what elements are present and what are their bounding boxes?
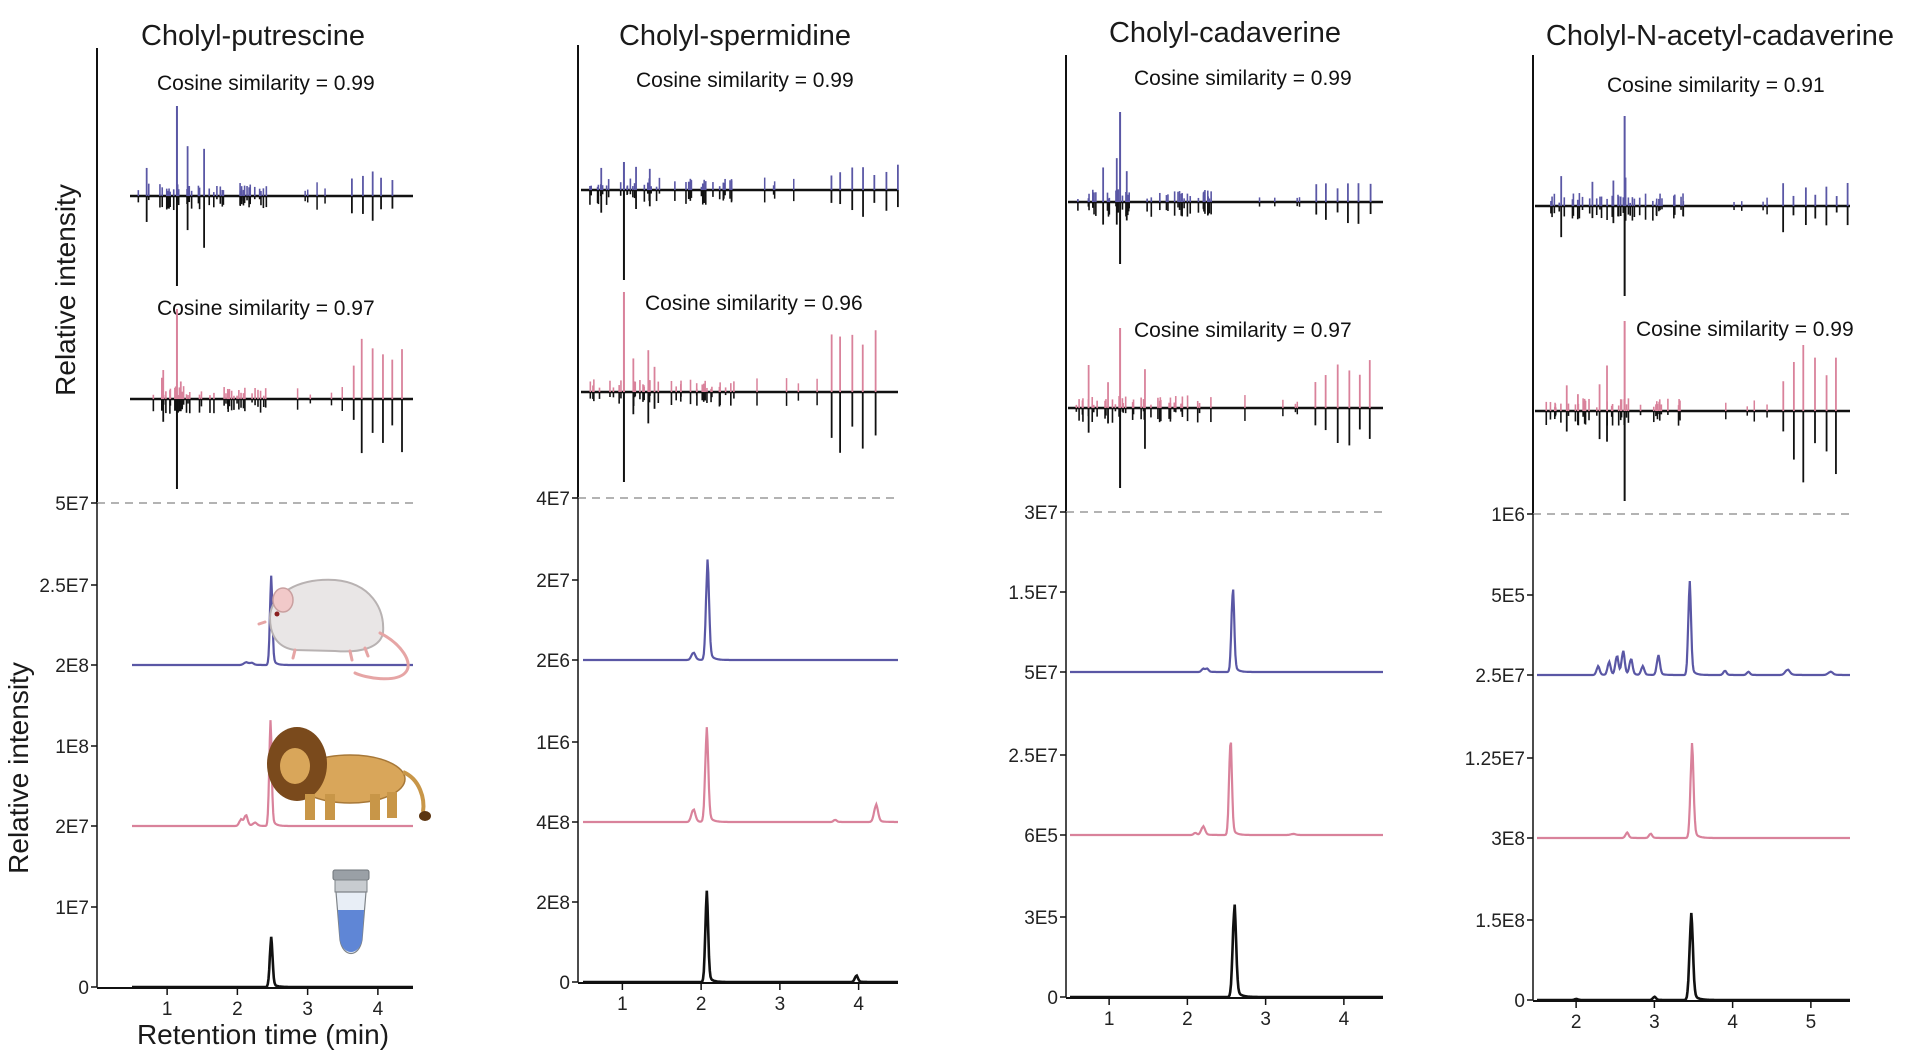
panel-3: Cholyl-cadaverine Cosine similarity = 0.9… <box>1008 17 1383 1030</box>
spectra-y-axis-title: Relative intensity <box>50 184 81 396</box>
x-tick-label: 2 <box>696 994 707 1015</box>
y-tick-label: 1.5E7 <box>1008 583 1058 604</box>
lion-icon <box>267 727 431 821</box>
x-tick-label: 4 <box>1339 1009 1350 1030</box>
y-tick-label: 4E7 <box>536 489 570 510</box>
panel-4: Cholyl-N-acetyl-cadaverine Cosine similar… <box>1465 20 1894 1033</box>
y-tick-label: 6E5 <box>1024 826 1058 847</box>
panel-title: Cholyl-spermidine <box>619 20 851 52</box>
y-tick-label: 2.5E7 <box>1008 746 1058 767</box>
y-tick-label: 4E8 <box>536 813 570 834</box>
chromatogram-y-axis-title: Relative intensity <box>3 662 34 874</box>
cosine-similarity-label: Cosine similarity = 0.99 <box>1636 318 1854 341</box>
panels: Cholyl-putrescine Cosine similarity = 0.9… <box>39 17 1894 1033</box>
tube-icon <box>332 869 370 955</box>
chromatogram-trace <box>1537 912 1850 1002</box>
y-tick-label: 3E7 <box>1024 503 1058 524</box>
cosine-similarity-label: Cosine similarity = 0.91 <box>1607 74 1825 97</box>
y-tick-label: 0 <box>559 973 570 994</box>
chromatogram-trace <box>1537 581 1850 677</box>
y-tick-label: 1.5E8 <box>1475 911 1525 932</box>
x-tick-label: 5 <box>1806 1012 1817 1033</box>
cosine-similarity-label: Cosine similarity = 0.99 <box>636 69 854 92</box>
y-tick-label: 3E5 <box>1024 908 1058 929</box>
chromatogram-trace <box>583 559 898 662</box>
y-tick-label: 2.5E7 <box>1475 666 1525 687</box>
panel-title: Cholyl-N-acetyl-cadaverine <box>1546 20 1894 52</box>
x-tick-label: 3 <box>1649 1012 1660 1033</box>
chromatogram-trace <box>132 720 413 828</box>
y-tick-label: 2E8 <box>55 656 89 677</box>
y-tick-label: 2E7 <box>55 817 89 838</box>
cosine-similarity-label: Cosine similarity = 0.99 <box>157 72 375 95</box>
x-tick-label: 4 <box>373 999 384 1020</box>
chromatogram-trace <box>1537 743 1850 840</box>
x-tick-label: 3 <box>775 994 786 1015</box>
x-tick-label: 4 <box>853 994 864 1015</box>
y-tick-label: 5E5 <box>1491 586 1525 607</box>
panel-title: Cholyl-cadaverine <box>1109 17 1341 49</box>
chromatogram-trace <box>1070 904 1383 999</box>
chromatogram-trace <box>1070 589 1383 674</box>
panel-2: Cholyl-spermidine Cosine similarity = 0.9… <box>536 20 899 1015</box>
y-tick-label: 2.5E7 <box>39 576 89 597</box>
y-tick-label: 1E6 <box>1491 505 1525 526</box>
y-tick-label: 1E7 <box>55 898 89 919</box>
chromatogram-trace <box>583 727 898 824</box>
mouse-icon <box>257 578 410 681</box>
cosine-similarity-label: Cosine similarity = 0.97 <box>1134 319 1352 342</box>
cosine-similarity-label: Cosine similarity = 0.99 <box>1134 67 1352 90</box>
x-tick-label: 2 <box>1571 1012 1582 1033</box>
y-tick-label: 5E7 <box>1024 663 1058 684</box>
y-tick-label: 0 <box>1047 988 1058 1009</box>
x-tick-label: 3 <box>1260 1009 1271 1030</box>
y-tick-label: 1.25E7 <box>1465 749 1525 770</box>
y-tick-label: 1E6 <box>536 733 570 754</box>
y-tick-label: 3E8 <box>1491 829 1525 850</box>
cosine-similarity-label: Cosine similarity = 0.96 <box>645 292 863 315</box>
chromatogram-trace <box>1070 742 1383 837</box>
x-tick-label: 2 <box>1182 1009 1193 1030</box>
chromatogram-trace <box>583 890 898 984</box>
x-tick-label: 1 <box>617 994 628 1015</box>
y-tick-label: 0 <box>78 978 89 999</box>
y-tick-label: 1E8 <box>55 737 89 758</box>
x-tick-label: 1 <box>1104 1009 1115 1030</box>
x-axis-title: Retention time (min) <box>137 1019 389 1050</box>
y-tick-label: 2E6 <box>536 651 570 672</box>
y-tick-label: 2E8 <box>536 893 570 914</box>
x-tick-label: 2 <box>232 999 243 1020</box>
y-tick-label: 0 <box>1514 991 1525 1012</box>
panel-1: Cholyl-putrescine Cosine similarity = 0.9… <box>39 20 413 1020</box>
panel-title: Cholyl-putrescine <box>141 20 365 52</box>
x-tick-label: 4 <box>1727 1012 1738 1033</box>
y-tick-label: 5E7 <box>55 494 89 515</box>
chromatogram-trace <box>132 936 413 989</box>
x-tick-label: 1 <box>162 999 173 1020</box>
x-tick-label: 3 <box>302 999 313 1020</box>
cosine-similarity-label: Cosine similarity = 0.97 <box>157 297 375 320</box>
y-tick-label: 2E7 <box>536 571 570 592</box>
